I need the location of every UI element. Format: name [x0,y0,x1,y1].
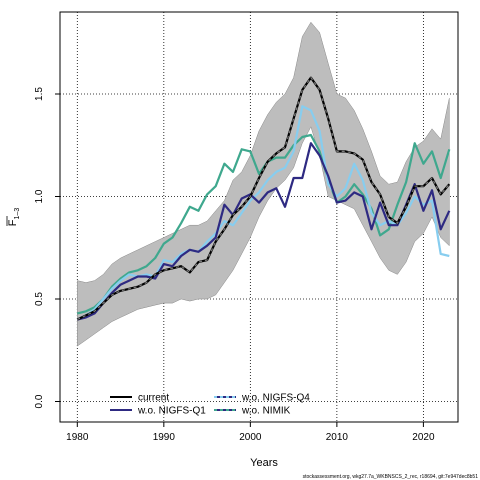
x-tick-label: 2020 [412,432,435,443]
x-tick-label: 2010 [326,432,349,443]
plot-frame [59,11,459,423]
legend-label: w.o. NIMIK [241,406,291,417]
y-tick-label: 1.5 [34,87,45,101]
y-tick-label: 0.5 [34,292,45,306]
y-tick-label: 0.0 [34,394,45,408]
x-tick-label: 1980 [66,432,89,443]
confidence-band-layer [77,21,450,347]
svg-text:F1–3: F1–3 [7,208,21,227]
x-axis-title: Years [250,457,278,469]
series-layer [76,76,451,321]
axis-layer: 1980 1990 2000 2010 2020 0.0 0.5 1.0 1.5 [34,87,435,443]
series-line-w-o-nigfs-q1 [77,142,451,321]
legend: current w.o. NIGFS-Q1 w.o. NIGFS-Q4 w.o. NI… [110,393,310,417]
y-tick-label: 1.0 [34,189,45,203]
x-tick-label: 2000 [239,432,262,443]
legend-label: current [138,393,169,404]
legend-label: w.o. NIGFS-Q1 [137,406,206,417]
x-tick-label: 1990 [153,432,176,443]
y-axis-title: F1–3 [7,208,21,227]
confidence-band [77,21,450,347]
footnote: stockassessment.org, wkg27.7a_WKBNSCS_2_… [303,474,479,480]
series-line-current-dash-overlay [77,76,450,321]
y-axis-title-sub: 1–3 [14,208,21,220]
y-axis-title-main: F [7,219,19,226]
legend-label: w.o. NIGFS-Q4 [241,393,310,404]
